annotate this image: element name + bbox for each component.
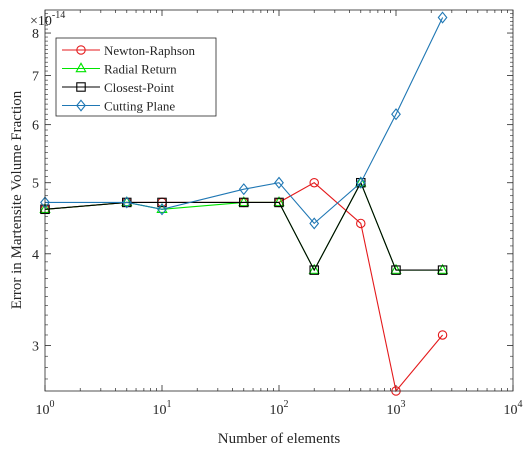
legend-swatch-marker <box>75 62 87 73</box>
legend-label: Cutting Plane <box>104 99 175 114</box>
y-tick-label: 5 <box>32 177 39 192</box>
y-multiplier: ×10-14 <box>30 10 65 29</box>
data-point <box>437 11 448 24</box>
legend-item-radial-return: Radial Return <box>62 62 177 77</box>
legend-item-cutting-plane: Cutting Plane <box>62 99 175 114</box>
tick-labels: 100 101 102 103 104 3 4 5 6 7 8 <box>32 27 523 418</box>
y-axis-label: Error in Martensite Volume Fraction <box>9 90 25 309</box>
data-point <box>391 108 401 121</box>
series-line <box>45 17 444 225</box>
y-tick-label: 3 <box>32 339 39 354</box>
legend-swatch-marker <box>76 45 86 55</box>
legend-item-newton-raphson: Newton-Raphson <box>62 43 195 58</box>
data-point <box>308 263 320 274</box>
data-point <box>121 196 132 209</box>
data-point <box>436 263 449 274</box>
data-point <box>121 196 133 207</box>
data-point <box>274 197 284 208</box>
data-point <box>309 265 319 275</box>
data-point <box>355 176 366 189</box>
legend-label: Radial Return <box>104 62 177 77</box>
data-point <box>390 263 402 274</box>
y-tick-label: 8 <box>32 27 39 42</box>
legend-swatch-marker <box>76 82 86 92</box>
y-tick-label: 7 <box>32 70 39 85</box>
data-point <box>309 217 320 230</box>
data-point <box>437 330 448 340</box>
x-tick-label: 104 <box>504 399 523 418</box>
tick-marks <box>44 10 514 391</box>
y-tick-label: 6 <box>32 119 39 134</box>
data-point <box>437 265 448 275</box>
data-point <box>309 177 319 188</box>
legend-swatch-marker <box>76 99 86 112</box>
data-point <box>274 176 284 189</box>
x-tick-label: 103 <box>387 399 406 418</box>
legend-label: Newton-Raphson <box>104 43 195 58</box>
data-point <box>238 183 249 196</box>
x-tick-label: 101 <box>153 399 172 418</box>
legend: Newton-Raphson Radial Return Closest-Point… <box>55 37 217 117</box>
x-axis-label: Number of elements <box>218 431 341 447</box>
data-point <box>157 197 167 208</box>
series-line <box>44 181 443 272</box>
y-multiplier-base: ×10 <box>30 14 52 29</box>
legend-item-closest-point: Closest-Point <box>62 80 174 95</box>
data-point <box>238 196 250 207</box>
data-point <box>273 196 285 207</box>
legend-label: Closest-Point <box>104 80 174 95</box>
y-tick-label: 4 <box>32 248 39 263</box>
data-point <box>355 176 367 187</box>
series-layer <box>39 11 449 396</box>
x-tick-label: 102 <box>270 399 289 418</box>
data-point <box>239 197 249 208</box>
plot-frame <box>44 9 514 392</box>
data-point <box>157 203 167 216</box>
x-tick-label: 100 <box>36 399 55 418</box>
data-point <box>391 265 401 275</box>
data-point <box>356 218 366 229</box>
y-multiplier-exponent: -14 <box>52 10 65 21</box>
